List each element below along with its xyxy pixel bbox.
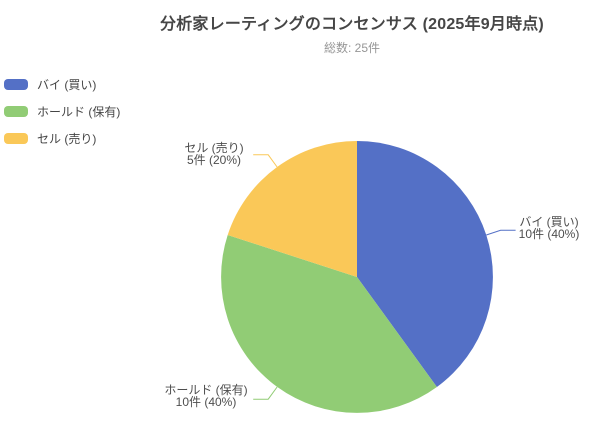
legend-label-hold: ホールド (保有) [37,104,121,119]
legend-swatch-hold-icon [4,105,28,117]
legend-swatch-buy-icon [4,78,28,90]
legend-item-sell[interactable]: セル (売り) [4,131,120,146]
callout-sell-value: 5件 (20%) [186,153,242,167]
callout-hold-label: ホールド (保有) [164,383,248,397]
pie-slice-hold[interactable] [221,235,437,413]
callout-buy-value: 10件 (40%) [518,227,580,241]
legend-item-buy[interactable]: バイ (買い) [4,77,120,92]
callout-sell: セル (売り) 5件 (20%) [178,142,250,166]
legend-label-buy: バイ (買い) [37,77,97,92]
chart-title: 分析家レーティングのコンセンサス (2025年9月時点) [160,16,544,33]
legend-item-hold[interactable]: ホールド (保有) [4,104,121,119]
pie-slice-buy[interactable] [357,141,493,387]
callout-hold-value: 10件 (40%) [175,395,237,409]
callout-buy-label: バイ (買い) [519,215,579,229]
callout-hold: ホールド (保有) 10件 (40%) [162,384,250,408]
label-line-hold [253,386,278,400]
chart-subtitle: 総数: 25件 [323,41,381,55]
callout-sell-label: セル (売り) [184,141,244,155]
label-line-buy [486,229,516,236]
legend-swatch-sell-icon [4,132,28,144]
legend: バイ (買い) ホールド (保有) セル (売り) [4,77,120,158]
callout-buy: バイ (買い) 10件 (40%) [514,216,584,240]
label-line-sell [253,154,278,168]
legend-label-sell: セル (売り) [37,131,97,146]
pie-slice-sell[interactable] [227,141,357,277]
